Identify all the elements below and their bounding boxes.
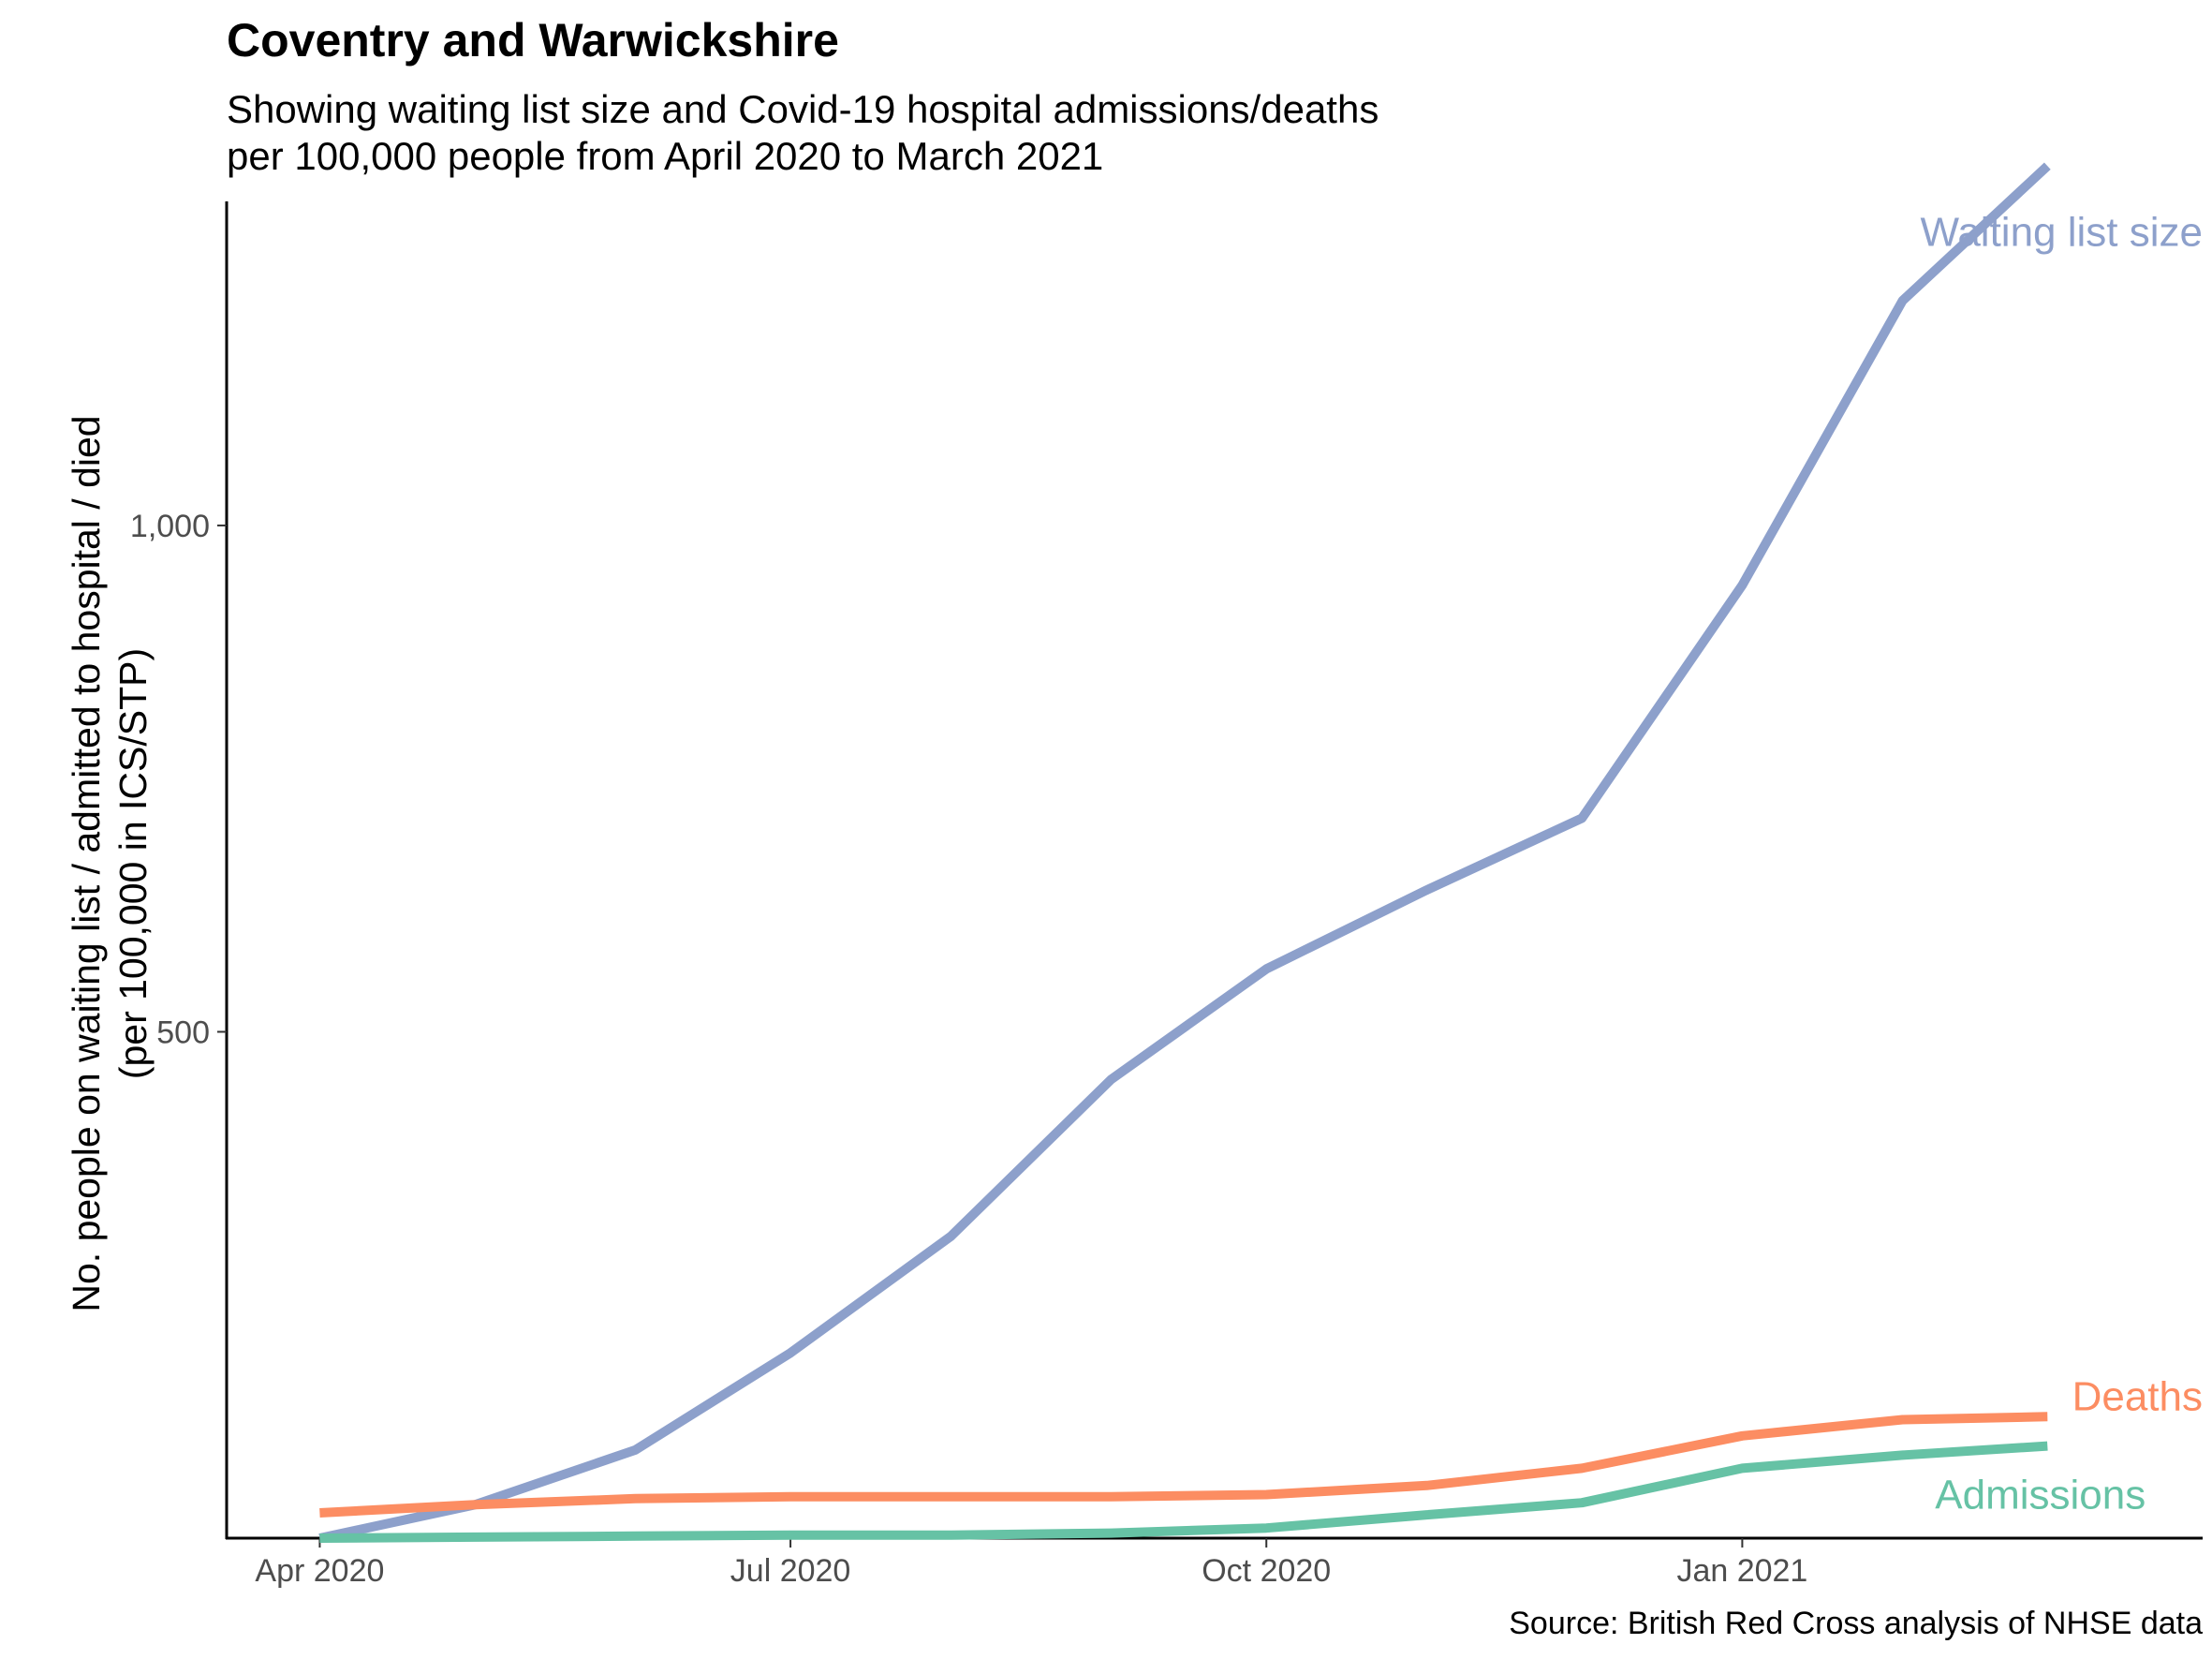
series-line-deaths (319, 1412, 2048, 1518)
x-tick-label: Jul 2020 (730, 1553, 851, 1589)
series-labels: Waiting list size Deaths Admissions (1920, 209, 2203, 1518)
axes: 500 1,000 Apr 2020 Jul 2020 Oct 2020 Jan 2021 (130, 201, 2203, 1589)
x-tick-label: Oct 2020 (1202, 1553, 1331, 1589)
series-lines (318, 162, 2051, 1543)
series-label-waiting-list-size: Waiting list size (1920, 209, 2203, 255)
series-label-admissions: Admissions (1935, 1473, 2146, 1518)
x-tick-label: Jan 2021 (1676, 1553, 1807, 1589)
series-line-admissions (319, 1441, 2048, 1543)
y-tick-label: 1,000 (130, 509, 210, 544)
x-tick-label: Apr 2020 (255, 1553, 384, 1589)
series-label-deaths: Deaths (2072, 1374, 2203, 1420)
chart-subtitle: Showing waiting list size and Covid-19 h… (227, 86, 1379, 180)
subtitle-line-2: per 100,000 people from April 2020 to Ma… (227, 134, 1104, 178)
subtitle-line-1: Showing waiting list size and Covid-19 h… (227, 87, 1379, 131)
y-tick-label: 500 (156, 1015, 210, 1050)
source-caption: Source: British Red Cross analysis of NH… (1509, 1606, 2203, 1641)
series-line-waiting-list-size (318, 162, 2051, 1543)
chart-title: Coventry and Warwickshire (227, 14, 839, 67)
